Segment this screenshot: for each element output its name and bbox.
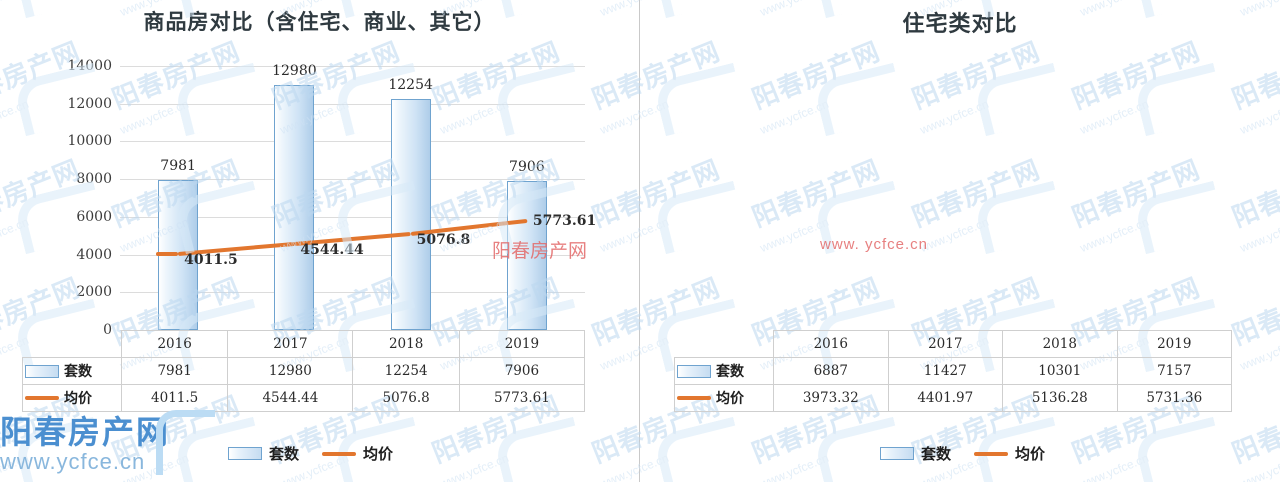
bar-value-label: 12254	[388, 76, 433, 93]
legend-line-swatch-icon	[322, 451, 357, 456]
table-cell: 5773.61	[458, 384, 586, 412]
table-series-label: 均价	[64, 391, 92, 407]
y-axis-tick: 14000	[67, 58, 112, 74]
table-cell: 4544.44	[227, 384, 354, 412]
table-bar-swatch-icon	[25, 364, 59, 378]
gridline	[120, 292, 585, 294]
table-series-label: 套数	[716, 364, 744, 380]
table-cell: 7157	[1116, 357, 1232, 385]
table-header-year: 2018	[1002, 330, 1118, 358]
y-axis-tick: 6000	[76, 208, 112, 225]
table-series-key: 套数	[674, 357, 774, 385]
watermark-red-right: www. ycfce.cn	[820, 236, 928, 254]
table-header-year: 2016	[120, 330, 229, 358]
legend-left: 套数 均价	[228, 443, 393, 464]
table-corner-cell	[675, 331, 774, 358]
y-axis-tick: 8000	[76, 171, 112, 188]
watermark-red-left: 阳春房产网	[492, 236, 587, 263]
y-axis-tick: 4000	[76, 246, 112, 263]
y-axis-tick: 0	[103, 322, 112, 338]
chart-title-right: 住宅类对比	[902, 11, 1018, 37]
line-value-label: 4544.44	[300, 242, 364, 259]
table-row: 套数 7981 12980 12254 7906	[22, 357, 586, 385]
bar	[390, 98, 431, 330]
table-cell: 12980	[227, 357, 354, 385]
watermark-brand-block: 阳春房产网 www.ycfce.cn	[0, 410, 215, 476]
legend-line-label: 均价	[1015, 445, 1046, 463]
table-cell: 7906	[458, 357, 586, 385]
bar-value-label: 12980	[272, 63, 317, 80]
table-header-year: 2017	[887, 330, 1003, 358]
table-series-key: 均价	[22, 384, 122, 412]
line-segment	[156, 252, 179, 257]
table-cell: 5136.28	[1002, 384, 1118, 412]
bar-value-label: 7906	[509, 158, 545, 175]
line-value-label: 4011.5	[184, 252, 238, 269]
line-value-label: 5076.8	[416, 232, 471, 249]
table-row: 套数 6887 11427 10301 7157	[674, 357, 1232, 385]
table-row: 均价 4011.5 4544.44 5076.8 5773.61	[22, 384, 586, 412]
table-line-swatch-icon	[25, 396, 59, 400]
gridline	[120, 103, 585, 105]
legend-line-swatch-icon	[974, 451, 1009, 456]
table-series-key: 套数	[22, 357, 122, 385]
table-cell: 5731.36	[1116, 384, 1232, 412]
gridline	[120, 216, 585, 218]
data-table-left: 2016 2017 2018 2019 套数 7981 12980 12254 7906 均价 40…	[22, 330, 586, 412]
gridline	[120, 141, 585, 143]
table-cell: 5076.8	[352, 384, 460, 412]
table-line-swatch-icon	[677, 396, 711, 400]
plot-area-left: 0 2000 4000 6000 8000 10000 12000 14000 7981 1298…	[67, 58, 596, 338]
legend-bar-swatch-icon	[880, 447, 914, 460]
watermark-brand-text: 阳春房产网	[0, 413, 171, 451]
table-cell: 4011.5	[120, 384, 229, 412]
table-header-year: 2016	[773, 330, 889, 358]
table-cell: 11427	[887, 357, 1003, 385]
y-axis-tick: 12000	[67, 95, 112, 112]
watermark-red-brand: 阳春房产网	[492, 240, 588, 262]
bar-value-label: 7981	[160, 157, 196, 174]
gridline	[120, 254, 585, 256]
table-bar-swatch-icon	[677, 364, 711, 378]
chart-panel-residential: 住宅类对比 0200040006000800010000120006887114…	[640, 0, 1280, 482]
table-header-year: 2019	[1116, 330, 1232, 358]
line-value-label: 5773.61	[532, 213, 597, 230]
panel-divider	[639, 0, 640, 482]
table-series-label: 套数	[64, 364, 92, 380]
table-cell: 7981	[120, 357, 229, 385]
table-header-year: 2017	[227, 330, 354, 358]
legend-bar-swatch-icon	[228, 447, 262, 460]
y-axis-tick: 10000	[67, 133, 112, 150]
watermark-url-text: www.ycfce.cn	[0, 449, 146, 474]
watermark-hook-icon	[156, 410, 215, 475]
table-row: 2016 2017 2018 2019	[23, 330, 586, 358]
table-series-key: 均价	[674, 384, 774, 412]
table-series-label: 均价	[716, 391, 744, 407]
y-axis-tick: 2000	[76, 284, 112, 301]
table-row: 2016 2017 2018 2019	[675, 330, 1232, 358]
legend-line-label: 均价	[363, 445, 394, 463]
table-header-year: 2018	[352, 330, 460, 358]
chart-title-left: 商品房对比（含住宅、商业、其它）	[143, 9, 496, 34]
legend-bar-label: 套数	[921, 445, 952, 463]
data-table-right: 2016 2017 2018 2019 套数 6887 11427 10301 7157 均价 39…	[674, 330, 1232, 412]
legend-bar-label: 套数	[269, 445, 300, 463]
legend-right: 套数 均价	[880, 443, 1045, 464]
table-cell: 6887	[773, 357, 889, 385]
bar	[506, 180, 547, 330]
table-cell: 3973.32	[773, 384, 889, 412]
table-corner-cell	[23, 331, 122, 358]
table-header-year: 2019	[458, 330, 586, 358]
watermark-red-url: www. ycfce.cn	[820, 236, 929, 253]
table-cell: 4401.97	[887, 384, 1003, 412]
bar	[274, 85, 315, 330]
table-cell: 12254	[352, 357, 460, 385]
gridline	[120, 179, 585, 181]
gridline	[120, 66, 585, 67]
table-row: 均价 3973.32 4401.97 5136.28 5731.36	[674, 384, 1232, 412]
table-cell: 10301	[1002, 357, 1118, 385]
chart-panel-commercial-housing: 商品房对比（含住宅、商业、其它） 0 2000 4000 6000 8000 10000 1…	[0, 0, 639, 482]
